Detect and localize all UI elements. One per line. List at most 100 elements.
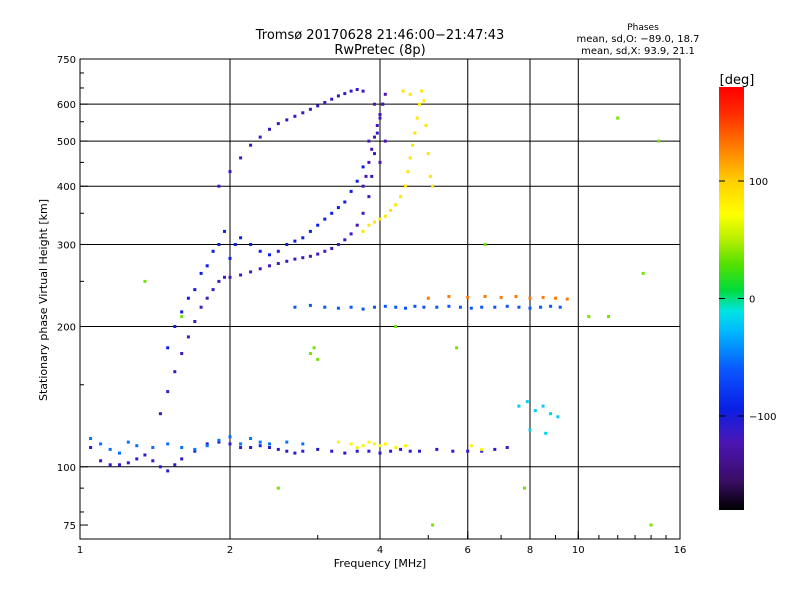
axis-ticks: 1 2 4 6 8 10 16 75 100 200 300 400 500 600 750 — [57, 55, 686, 556]
data-point — [422, 305, 426, 309]
data-point — [616, 116, 620, 120]
data-point — [135, 444, 139, 448]
data-point — [349, 232, 353, 236]
data-point — [361, 229, 365, 233]
phases-x-mode-stats: mean, sd,X: 93.9, 21.1 — [581, 46, 695, 57]
data-point — [389, 449, 393, 453]
colorbar-tick-label: −100 — [749, 412, 776, 423]
data-point — [293, 451, 297, 455]
data-point — [258, 444, 262, 448]
data-point — [367, 195, 371, 199]
data-point — [483, 295, 487, 298]
data-point — [166, 390, 170, 394]
data-point — [143, 279, 147, 283]
data-point — [166, 346, 170, 350]
data-point — [361, 184, 365, 188]
data-point — [258, 249, 262, 253]
data-point — [249, 243, 253, 246]
data-point — [556, 415, 560, 419]
data-point — [394, 325, 398, 328]
data-point — [217, 440, 221, 444]
data-point — [394, 305, 398, 309]
data-point — [301, 449, 305, 453]
data-point — [89, 446, 93, 449]
data-point — [505, 304, 509, 308]
data-point — [435, 447, 439, 451]
data-point — [447, 295, 451, 298]
data-point — [285, 449, 289, 453]
data-point — [301, 442, 305, 446]
data-point — [268, 446, 271, 449]
data-point — [323, 249, 327, 253]
data-point — [108, 463, 112, 467]
data-point — [361, 165, 365, 169]
data-point — [389, 208, 393, 212]
data-point — [367, 160, 371, 164]
data-point — [657, 139, 661, 143]
data-point — [239, 442, 243, 446]
data-point — [249, 437, 253, 440]
data-point — [193, 288, 197, 292]
data-point — [373, 442, 376, 446]
data-point — [268, 127, 271, 131]
data-point — [99, 442, 103, 446]
data-point — [544, 431, 548, 435]
data-point — [99, 459, 103, 463]
data-point — [205, 296, 209, 300]
data-point — [367, 449, 371, 453]
y-tick-label: 600 — [57, 100, 76, 111]
data-point — [108, 447, 112, 451]
data-point — [151, 459, 155, 463]
data-point — [517, 305, 521, 309]
data-point — [173, 463, 177, 467]
data-point — [330, 211, 334, 215]
data-point — [355, 179, 359, 183]
data-point — [118, 463, 121, 467]
data-point — [228, 170, 232, 174]
data-point — [180, 446, 184, 449]
data-point — [404, 306, 407, 310]
data-point — [276, 262, 280, 265]
data-point — [258, 440, 262, 444]
data-point — [424, 124, 428, 127]
data-point — [549, 304, 553, 308]
x-tick-label: 2 — [227, 545, 233, 556]
data-point — [211, 288, 215, 292]
data-point — [239, 236, 243, 240]
data-point — [355, 223, 359, 227]
data-point — [505, 446, 509, 449]
plot-frame — [79, 58, 681, 540]
y-axis-label: Stationary phase Virtual Height [km] — [37, 199, 50, 401]
data-point — [565, 297, 569, 301]
data-point — [228, 275, 232, 279]
data-point — [483, 243, 487, 246]
data-point — [493, 447, 497, 451]
data-point — [373, 220, 376, 224]
data-point — [381, 102, 385, 106]
data-point — [349, 442, 353, 446]
data-point — [469, 444, 473, 448]
data-point — [249, 446, 253, 449]
x-tick-label: 1 — [77, 545, 83, 556]
data-point — [135, 457, 139, 461]
phases-heading: Phases — [627, 23, 659, 33]
data-point — [349, 189, 353, 193]
data-point — [418, 102, 421, 106]
data-point — [126, 461, 130, 465]
data-point — [408, 156, 412, 160]
data-point — [293, 239, 297, 243]
data-point — [554, 296, 557, 300]
data-point — [205, 444, 209, 448]
data-point — [355, 449, 359, 453]
data-point — [233, 243, 237, 246]
data-point — [428, 174, 432, 178]
data-point — [249, 270, 253, 274]
data-point — [343, 238, 347, 242]
data-point — [180, 310, 184, 314]
data-point — [166, 469, 170, 473]
data-point — [378, 116, 382, 120]
data-point — [336, 440, 340, 444]
data-point — [539, 305, 543, 309]
data-point — [411, 143, 415, 147]
